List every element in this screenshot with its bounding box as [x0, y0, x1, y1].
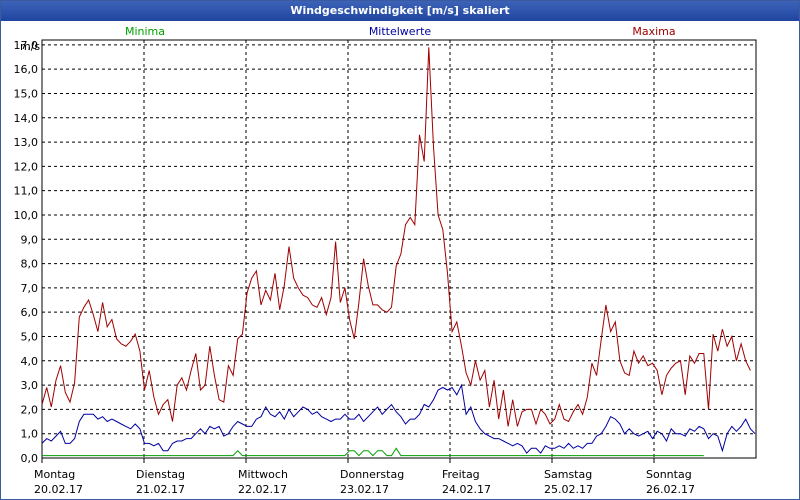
- series-line-mittelwerte: [41, 383, 756, 454]
- y-tick-label: 17,0: [14, 39, 39, 52]
- y-axis-label: m/s: [20, 40, 40, 53]
- day-name-label: Freitag: [442, 468, 480, 481]
- day-date-label: 21.02.17: [136, 483, 185, 496]
- y-tick-label: 4,0: [21, 355, 39, 368]
- y-tick-label: 9,0: [21, 233, 39, 246]
- y-tick-label: 0,0: [21, 452, 39, 465]
- y-tick-label: 10,0: [14, 209, 39, 222]
- day-date-label: 22.02.17: [238, 483, 287, 496]
- y-tick-label: 2,0: [21, 403, 39, 416]
- day-name-label: Dienstag: [136, 468, 185, 481]
- day-name-label: Sonntag: [646, 468, 692, 481]
- day-date-label: 23.02.17: [340, 483, 389, 496]
- y-tick-label: 11,0: [14, 185, 39, 198]
- y-tick-label: 14,0: [14, 112, 39, 125]
- day-date-label: 24.02.17: [442, 483, 491, 496]
- y-tick-label: 1,0: [21, 428, 39, 441]
- y-tick-label: 5,0: [21, 330, 39, 343]
- y-tick-label: 3,0: [21, 379, 39, 392]
- series-line-maxima: [41, 47, 751, 427]
- plot-area: [41, 39, 757, 459]
- y-tick-label: 12,0: [14, 160, 39, 173]
- series-line-minima: [42, 447, 704, 457]
- y-tick-label: 13,0: [14, 136, 39, 149]
- window-title: Windgeschwindigkeit [m/s] skaliert: [1, 1, 799, 21]
- y-tick-label: 8,0: [21, 258, 39, 271]
- day-name-label: Mittwoch: [238, 468, 288, 481]
- day-date-label: 20.02.17: [34, 483, 83, 496]
- day-date-label: 25.02.17: [544, 483, 593, 496]
- day-name-label: Donnerstag: [340, 468, 404, 481]
- legend-mittelwerte: Mittelwerte: [369, 25, 432, 38]
- legend-maxima: Maxima: [632, 25, 675, 38]
- legend-minima: Minima: [125, 25, 165, 38]
- day-date-label: 26.02.17: [646, 483, 695, 496]
- y-tick-label: 6,0: [21, 306, 39, 319]
- y-tick-label: 15,0: [14, 87, 39, 100]
- day-name-label: Samstag: [544, 468, 592, 481]
- y-tick-label: 7,0: [21, 282, 39, 295]
- day-name-label: Montag: [34, 468, 75, 481]
- y-tick-label: 16,0: [14, 63, 39, 76]
